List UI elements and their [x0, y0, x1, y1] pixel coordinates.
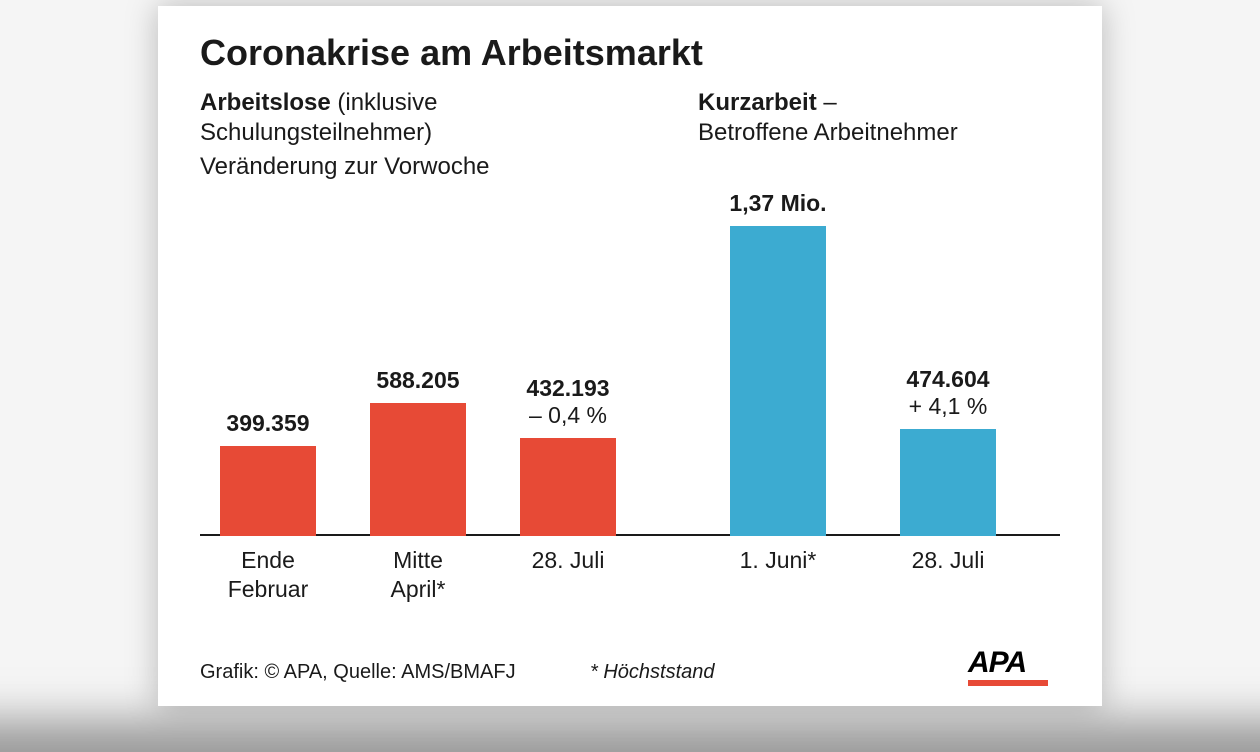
right-heading-bold: Kurzarbeit	[698, 89, 817, 116]
footer-note: * Höchststand	[590, 661, 715, 684]
bar-4	[900, 429, 996, 536]
bar-value-label-0: 399.359	[200, 410, 336, 438]
apa-logo: APA	[968, 648, 1060, 688]
apa-logo-text: APA	[968, 648, 1060, 678]
right-heading-rest: –	[817, 89, 837, 116]
x-axis-label-2: 28. Juli	[500, 546, 636, 575]
x-axis-label-4: 28. Juli	[880, 546, 1016, 575]
x-axis-label-3: 1. Juni*	[710, 546, 846, 575]
bar-value-label-4: 474.604+ 4,1 %	[880, 366, 1016, 421]
x-axis-label-1: MitteApril*	[350, 546, 486, 604]
left-heading-bold: Arbeitslose	[200, 89, 331, 116]
bar-1	[370, 403, 466, 536]
chart-plot-area: 399.359 588.205 432.193– 0,4 % 1,37 Mio. 474…	[200, 176, 1060, 536]
right-subline: Betroffene Arbeitnehmer	[698, 118, 1058, 148]
chart-card: Coronakrise am Arbeitsmarkt Arbeitslose …	[158, 6, 1102, 706]
right-group-heading: Kurzarbeit – Betroffene Arbeitnehmer	[698, 88, 1058, 148]
apa-logo-bar	[968, 680, 1048, 686]
chart-footer: Grafik: © APA, Quelle: AMS/BMAFJ * Höchs…	[200, 654, 1060, 684]
x-axis-label-0: EndeFebruar	[200, 546, 336, 604]
bar-value-label-1: 588.205	[350, 367, 486, 395]
left-group-heading: Arbeitslose (inklusive Schulungsteilnehm…	[200, 88, 560, 182]
chart-title: Coronakrise am Arbeitsmarkt	[200, 32, 703, 74]
bar-3	[730, 226, 826, 536]
bar-value-label-3: 1,37 Mio.	[710, 190, 846, 218]
footer-credit: Grafik: © APA, Quelle: AMS/BMAFJ	[200, 661, 516, 684]
bar-value-label-2: 432.193– 0,4 %	[500, 375, 636, 430]
bar-0	[220, 446, 316, 536]
bar-2	[520, 438, 616, 536]
